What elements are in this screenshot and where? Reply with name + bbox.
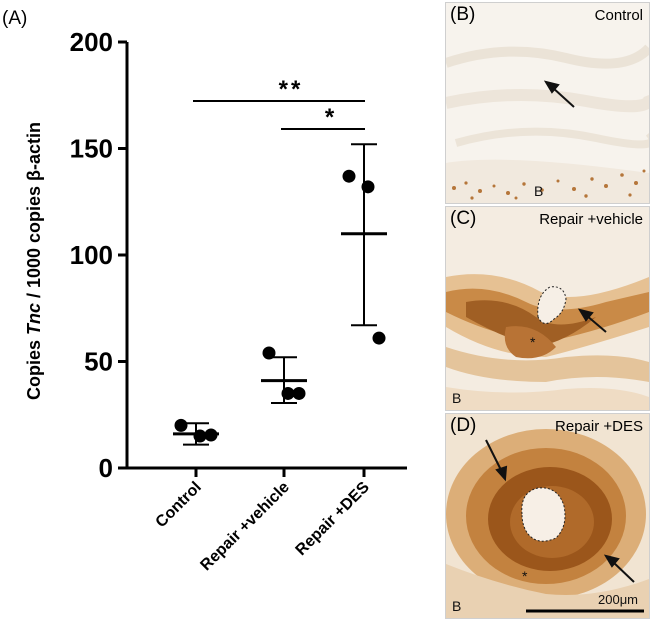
significance-label: ** — [279, 76, 304, 103]
micrograph-c-image — [446, 207, 649, 410]
data-point — [361, 180, 375, 194]
data-point — [204, 428, 218, 442]
panel-d-star: * — [522, 568, 528, 584]
y-axis-label: Copies Tnc / 1000 copies β-actin — [24, 122, 44, 400]
chart-panel-a: (A) 0 50 100 150 200 Copies Tnc / 1000 copies… — [2, 8, 407, 574]
arrow-icon — [577, 308, 607, 333]
x-tick-label: Repair +vehicle — [197, 479, 292, 574]
data-point — [262, 346, 276, 360]
lumen-outline — [537, 286, 567, 324]
x-tick-label: Control — [153, 479, 205, 531]
arrow-icon — [485, 439, 508, 482]
panel-b-label: (B) — [450, 4, 476, 25]
panel-c-label: (C) — [450, 208, 477, 229]
y-tick-label: 0 — [99, 453, 113, 483]
arrow-icon — [603, 554, 635, 583]
significance-label: * — [325, 104, 337, 131]
x-tick-label: Repair +DES — [293, 479, 373, 559]
y-tick-label: 100 — [70, 240, 113, 270]
y-tick-label: 150 — [70, 134, 113, 164]
panel-d-condition: Repair +DES — [555, 418, 643, 435]
micrograph-b-image — [446, 3, 649, 203]
scale-bar-label: 200μm — [598, 592, 639, 607]
data-point — [281, 386, 295, 400]
micrograph-panel-d: (D) Repair +DES * B 200μm — [445, 413, 650, 619]
panel-c-condition: Repair +vehicle — [539, 211, 643, 228]
panel-b-bone-mark: B — [534, 183, 544, 199]
data-point — [372, 331, 386, 345]
panel-d-bone-mark: B — [452, 598, 462, 614]
micrograph-panel-b: (B) Control B — [445, 2, 650, 204]
y-tick-label: 200 — [70, 27, 113, 57]
panel-b-condition: Control — [594, 7, 643, 24]
data-point — [174, 418, 188, 432]
panel-a-label: (A) — [2, 8, 27, 29]
y-tick-label: 50 — [84, 347, 113, 377]
arrow-icon — [543, 80, 575, 108]
lumen-outline — [521, 487, 566, 542]
micrograph-panel-c: (C) Repair +vehicle * B — [445, 206, 650, 411]
panel-c-star: * — [530, 334, 536, 350]
panel-c-bone-mark: B — [452, 390, 462, 406]
data-point — [193, 429, 207, 443]
data-point — [342, 169, 356, 183]
micrograph-d-image — [446, 414, 649, 618]
panel-d-label: (D) — [450, 415, 477, 436]
data-point — [292, 386, 306, 400]
